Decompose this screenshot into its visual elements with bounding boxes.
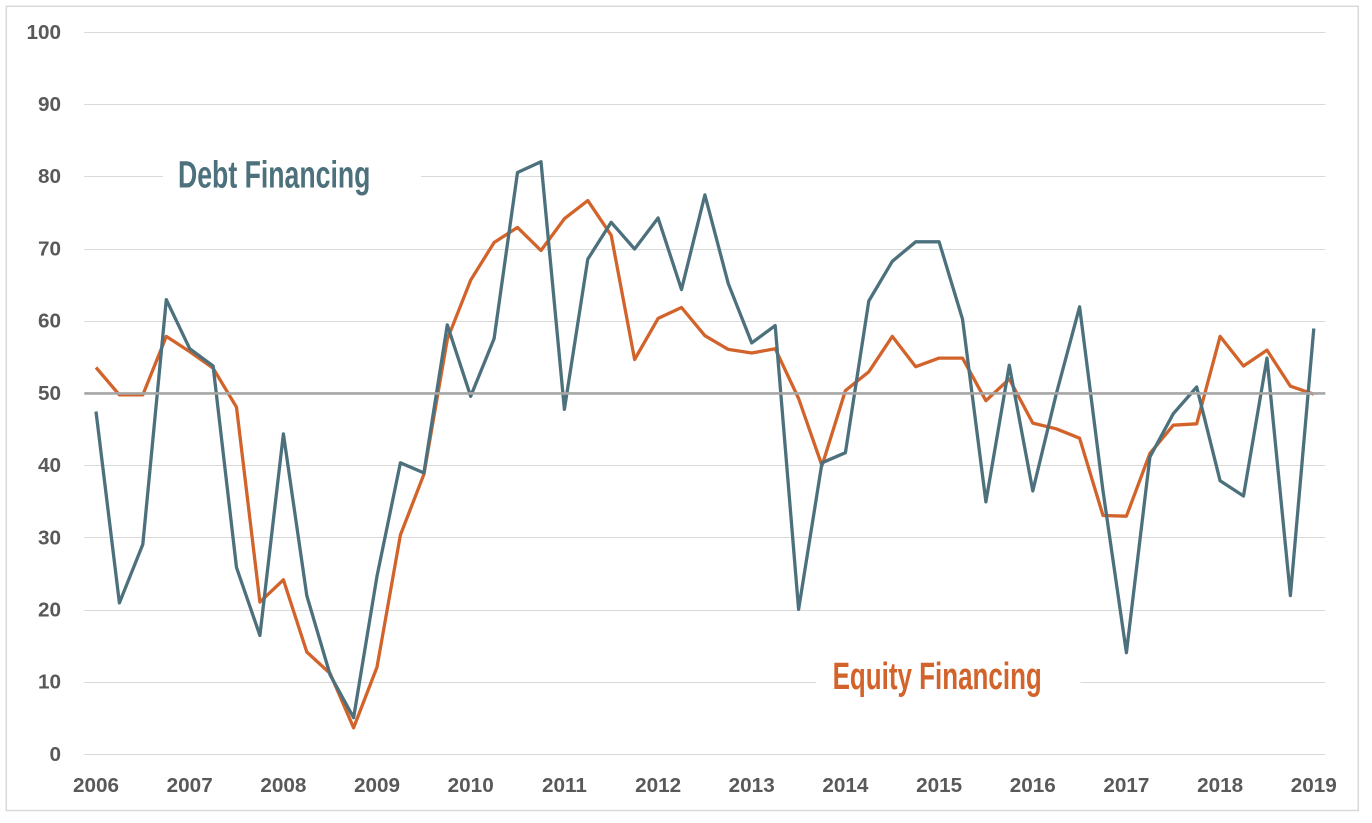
svg-text:80: 80 — [38, 165, 61, 188]
svg-text:2014: 2014 — [822, 774, 869, 797]
svg-text:2009: 2009 — [354, 774, 400, 797]
svg-text:2007: 2007 — [167, 774, 213, 797]
svg-text:30: 30 — [38, 526, 61, 549]
svg-text:2016: 2016 — [1010, 774, 1056, 797]
svg-text:10: 10 — [38, 671, 61, 694]
svg-text:2015: 2015 — [916, 774, 962, 797]
svg-text:2019: 2019 — [1291, 774, 1337, 797]
svg-text:40: 40 — [38, 454, 61, 477]
svg-text:Debt Financing: Debt Financing — [178, 153, 370, 195]
svg-text:2008: 2008 — [260, 774, 306, 797]
svg-text:60: 60 — [38, 310, 61, 333]
svg-text:2017: 2017 — [1103, 774, 1149, 797]
svg-text:2012: 2012 — [635, 774, 681, 797]
svg-text:2011: 2011 — [542, 774, 587, 797]
svg-text:50: 50 — [38, 382, 61, 405]
svg-text:2018: 2018 — [1197, 774, 1243, 797]
svg-text:90: 90 — [38, 93, 61, 116]
svg-text:2013: 2013 — [729, 774, 775, 797]
svg-text:2010: 2010 — [448, 774, 494, 797]
svg-text:20: 20 — [38, 599, 61, 622]
svg-text:100: 100 — [26, 21, 61, 44]
svg-text:Equity Financing: Equity Financing — [833, 655, 1042, 697]
svg-text:2006: 2006 — [73, 774, 119, 797]
svg-text:70: 70 — [38, 237, 61, 260]
svg-text:0: 0 — [49, 743, 61, 766]
